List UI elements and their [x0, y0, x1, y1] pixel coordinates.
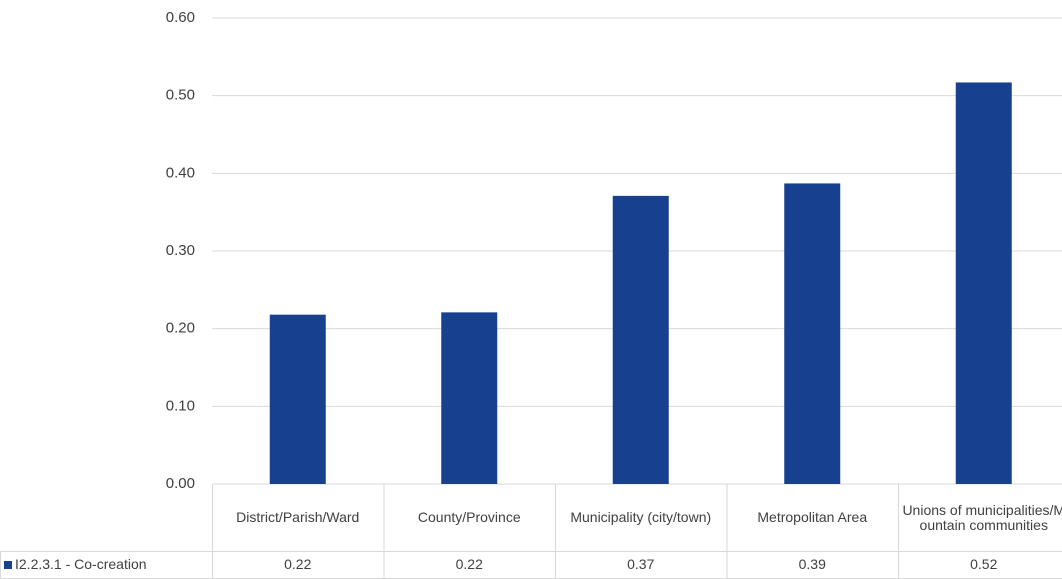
data-table-value: 0.37: [627, 556, 655, 572]
bar: [612, 195, 669, 484]
y-tick-label: 0.60: [166, 9, 195, 26]
y-tick-label: 0.20: [166, 320, 195, 337]
legend-swatch: [4, 560, 12, 569]
data-table-value: 0.22: [455, 556, 483, 572]
data-table-value: 0.22: [284, 556, 312, 572]
y-tick-label: 0.30: [166, 242, 195, 259]
y-tick-label: 0.10: [166, 397, 195, 414]
x-category-label: District/Parish/Ward: [236, 509, 360, 525]
bar: [269, 314, 326, 484]
x-category-label: Metropolitan Area: [757, 509, 868, 525]
y-tick-label: 0.40: [166, 164, 195, 181]
bar: [784, 183, 841, 484]
y-tick-label: 0.00: [166, 475, 195, 492]
y-tick-label: 0.50: [166, 87, 195, 104]
bar: [955, 82, 1012, 485]
x-category-label: Unions of municipalities/Mountain commun…: [902, 501, 1062, 533]
legend-cell: I2.2.3.1 - Co-creation: [0, 551, 212, 578]
bar: [441, 312, 498, 484]
data-table-value: 0.39: [798, 556, 826, 572]
x-category-label: Municipality (city/town): [570, 509, 712, 525]
x-category-label: County/Province: [417, 509, 521, 525]
data-table-value: 0.52: [970, 556, 998, 572]
legend-label: I2.2.3.1 - Co-creation: [15, 556, 147, 572]
